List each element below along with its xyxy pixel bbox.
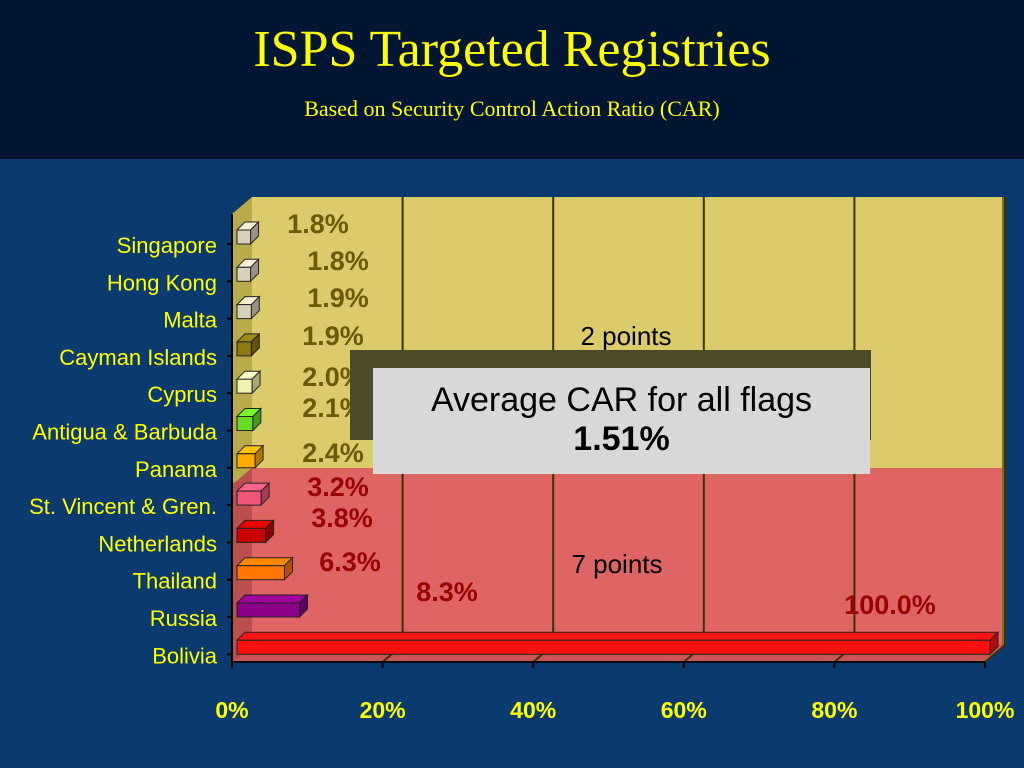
back-wall-edge [1002,197,1005,645]
lower-zone-label: 7 points [571,549,662,579]
average-callout: Average CAR for all flags 1.51% [373,368,870,474]
category-label: Cyprus [147,382,217,407]
value-axis: 0% 20% 40% 60% 80% 100% [215,662,1014,723]
bar [235,369,262,395]
x-tick-label: 0% [215,697,248,723]
category-label: Bolivia [152,643,218,668]
bar [235,332,261,358]
data-label: 1.8% [307,246,369,276]
category-label: Thailand [133,569,217,594]
callout-value: 1.51% [573,420,670,459]
data-label: 3.8% [311,503,373,533]
lower-zone [252,468,1005,645]
x-tick-label: 100% [956,697,1015,723]
bar [235,258,260,283]
category-label: Malta [163,308,218,333]
bar [235,556,294,581]
floor-gridline [984,644,1006,663]
callout-text: Average CAR for all flags [430,381,813,419]
x-tick-label: 20% [360,697,406,723]
slide-title: ISPS Targeted Registries [253,21,771,78]
data-labels: 1.8%1.8%1.9%1.9%2.0%2.1%2.4%3.2%3.8%6.3%… [287,209,936,620]
category-label: St. Vincent & Gren. [29,494,217,519]
data-label: 1.9% [307,283,369,313]
x-tick-label: 60% [661,697,707,723]
x-tick-label: 80% [811,697,857,723]
category-label: Netherlands [98,531,217,556]
bar [235,407,263,432]
data-label: 2.4% [302,438,364,468]
upper-zone-label: 2 points [580,321,671,351]
data-label: 8.3% [416,577,478,607]
data-label: 1.9% [302,321,364,351]
bar [235,631,1000,656]
bar [235,295,261,320]
data-label: 3.2% [307,472,369,502]
x-tick-label: 40% [510,697,556,723]
data-label: 100.0% [844,590,936,620]
bar [235,444,265,470]
bar [235,519,275,544]
header-divider [0,157,1024,159]
category-label: Hong Kong [107,270,217,295]
header-band [0,0,1024,158]
category-label: Russia [150,606,218,631]
category-axis: Singapore Hong Kong Malta Cayman Islands Cyp… [29,233,232,668]
category-label: Antigua & Barbuda [32,420,217,445]
data-label: 6.3% [319,547,381,577]
bar-series [235,220,1000,656]
category-label: Singapore [117,233,217,258]
bar [235,481,271,507]
data-label: 1.8% [287,209,349,239]
bar [235,593,309,619]
category-label: Panama [135,457,218,482]
bar [235,220,260,246]
slide-subtitle: Based on Security Control Action Ratio (… [304,96,720,121]
category-label: Cayman Islands [59,345,217,370]
